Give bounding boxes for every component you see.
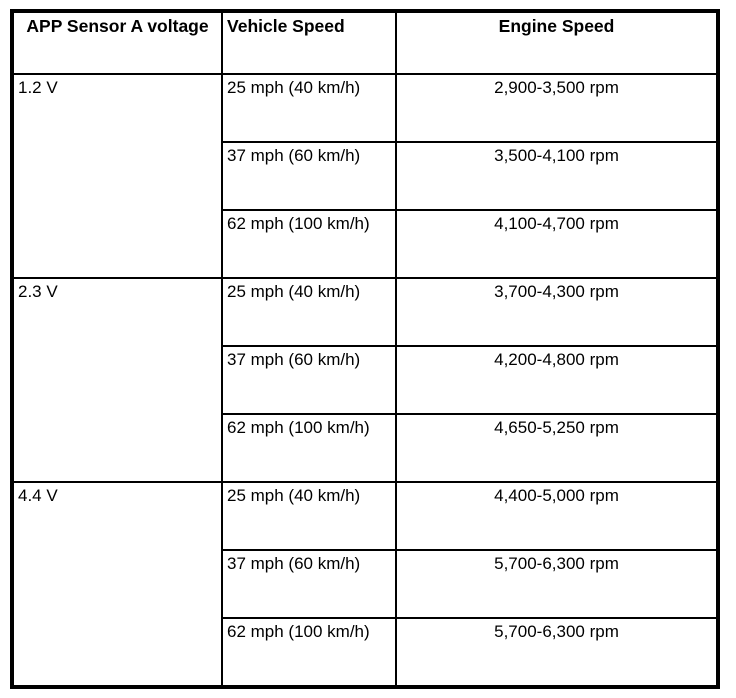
vehicle-speed-cell: 37 mph (60 km/h) [221,345,397,415]
engine-speed-cell: 4,400-5,000 rpm [395,481,719,551]
table-row: 62 mph (100 km/h) 5,700-6,300 rpm [12,617,719,688]
vehicle-speed-cell: 25 mph (40 km/h) [221,73,397,143]
vehicle-speed-cell: 37 mph (60 km/h) [221,549,397,619]
table-row: 62 mph (100 km/h) 4,650-5,250 rpm [12,413,719,483]
table-row: 62 mph (100 km/h) 4,100-4,700 rpm [12,209,719,279]
vehicle-speed-cell: 25 mph (40 km/h) [221,277,397,347]
engine-speed-cell: 5,700-6,300 rpm [395,617,719,688]
engine-speed-cell: 2,900-3,500 rpm [395,73,719,143]
engine-speed-cell: 5,700-6,300 rpm [395,549,719,619]
engine-speed-cell: 3,500-4,100 rpm [395,141,719,211]
header-vehicle-speed: Vehicle Speed [221,10,397,75]
voltage-cell: 1.2 V [11,73,223,279]
engine-speed-cell: 4,100-4,700 rpm [395,209,719,279]
voltage-cell: 2.3 V [11,277,223,483]
header-engine-speed: Engine Speed [395,10,719,75]
engine-speed-cell: 4,650-5,250 rpm [395,413,719,483]
engine-speed-cell: 3,700-4,300 rpm [395,277,719,347]
table-row: 37 mph (60 km/h) 4,200-4,800 rpm [12,345,719,415]
vehicle-speed-cell: 62 mph (100 km/h) [221,209,397,279]
vehicle-speed-cell: 62 mph (100 km/h) [221,617,397,688]
app-sensor-engine-speed-table: APP Sensor A voltage Vehicle Speed Engin… [10,9,720,689]
table-body: 1.2 V 25 mph (40 km/h) 2,900-3,500 rpm 3… [11,73,719,688]
vehicle-speed-cell: 37 mph (60 km/h) [221,141,397,211]
table-row: 37 mph (60 km/h) 5,700-6,300 rpm [12,549,719,619]
table-row: 1.2 V 25 mph (40 km/h) 2,900-3,500 rpm [11,73,719,279]
vehicle-speed-cell: 62 mph (100 km/h) [221,413,397,483]
table-row: 37 mph (60 km/h) 3,500-4,100 rpm [12,141,719,211]
header-app-sensor-voltage: APP Sensor A voltage [11,10,223,75]
vehicle-speed-cell: 25 mph (40 km/h) [221,481,397,551]
table-row: 4.4 V 25 mph (40 km/h) 4,400-5,000 rpm [11,481,719,688]
voltage-cell: 4.4 V [11,481,223,688]
table-header: APP Sensor A voltage Vehicle Speed Engin… [11,10,719,75]
engine-speed-cell: 4,200-4,800 rpm [395,345,719,415]
header-row: APP Sensor A voltage Vehicle Speed Engin… [11,10,719,75]
table-row: 2.3 V 25 mph (40 km/h) 3,700-4,300 rpm [11,277,719,483]
